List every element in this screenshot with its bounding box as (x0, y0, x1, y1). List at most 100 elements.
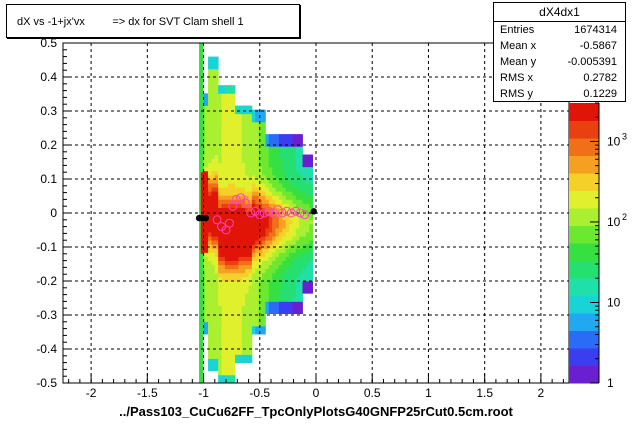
heatmap-cell (268, 150, 273, 155)
heatmap-cell (235, 256, 239, 261)
heatmap-cell (272, 272, 276, 278)
heatmap-cell (302, 158, 307, 164)
heatmap-cell (238, 309, 243, 315)
heatmap-cell (235, 158, 239, 164)
heatmap-cell (272, 162, 276, 168)
heatmap-cell (309, 281, 314, 286)
heatmap-cell (248, 256, 253, 261)
heatmap-cell (241, 125, 246, 131)
heatmap-cell (235, 154, 239, 159)
heatmap-cell (255, 317, 260, 323)
heatmap-cell (221, 256, 226, 261)
heatmap-cell (245, 281, 249, 286)
heatmap-cell (268, 252, 273, 257)
heatmap-cell (218, 334, 222, 339)
heatmap-cell (228, 85, 233, 90)
heatmap-cell (218, 215, 222, 221)
heatmap-cell (231, 305, 236, 310)
heatmap-cell (295, 264, 300, 270)
heatmap-cell (245, 199, 249, 204)
heatmap-cell (224, 179, 229, 184)
heatmap-cell (299, 264, 303, 270)
heatmap-cell (214, 179, 219, 184)
heatmap-cell (204, 264, 209, 270)
heatmap-cell (289, 248, 293, 253)
heatmap-cell (204, 162, 209, 168)
heatmap-cell (265, 252, 270, 257)
heatmap-cell (204, 309, 209, 315)
heatmap-cell (275, 293, 280, 298)
stats-value: -0.005391 (567, 56, 617, 68)
heatmap-cell (208, 170, 212, 176)
heatmap-cell (292, 256, 297, 261)
heatmap-cell (275, 195, 280, 200)
heatmap-cell (255, 121, 260, 127)
heatmap-cell (221, 272, 226, 278)
heatmap-cell (211, 260, 216, 266)
heatmap-cell (241, 264, 246, 270)
heatmap-cell (302, 223, 307, 229)
profile-point (273, 205, 283, 215)
heatmap-cell (309, 236, 314, 241)
heatmap-cell (309, 223, 314, 229)
heatmap-cell (224, 358, 229, 363)
heatmap-cell (211, 174, 216, 180)
heatmap-cell (241, 305, 246, 310)
colorbar-segment (569, 208, 599, 226)
heatmap-cell (218, 162, 222, 168)
heatmap-cell (235, 358, 239, 363)
heatmap-cell (214, 329, 219, 335)
heatmap-cell (262, 313, 266, 319)
heatmap-cell (255, 321, 260, 327)
heatmap-cell (228, 293, 233, 298)
heatmap-cell (221, 354, 226, 359)
y-tick-label: 0.3 (40, 104, 57, 118)
heatmap-cell (305, 223, 310, 229)
heatmap-cell (211, 223, 216, 229)
stats-label: Mean x (500, 40, 537, 52)
heatmap-cell (221, 370, 226, 376)
heatmap-cell (224, 378, 229, 384)
heatmap-cell (218, 366, 222, 372)
heatmap-cell (258, 293, 263, 298)
stats-value: -0.5867 (579, 40, 617, 52)
heatmap-cell (241, 130, 246, 135)
heatmap-cell (211, 366, 216, 372)
heatmap-cell (275, 166, 280, 172)
heatmap-cell (275, 199, 280, 204)
heatmap-cell (262, 130, 266, 135)
heatmap-cell (214, 313, 219, 319)
heatmap-cell (258, 121, 263, 127)
heatmap-cell (231, 268, 236, 274)
heatmap-cell (218, 150, 222, 155)
heatmap-cell (258, 285, 263, 290)
heatmap-cell (292, 134, 297, 139)
heatmap-cell (292, 219, 297, 225)
heatmap-cell (258, 207, 263, 213)
heatmap-cell (292, 162, 297, 168)
heatmap-cell (208, 248, 212, 253)
heatmap-cell (255, 268, 260, 274)
heatmap-cell (289, 219, 293, 225)
heatmap-cell (282, 272, 287, 278)
heatmap-cell (289, 174, 293, 180)
heatmap-cell (282, 276, 287, 282)
heatmap-cell (289, 264, 293, 270)
heatmap-cell (245, 195, 249, 200)
heatmap-cell (204, 317, 209, 323)
colorbar-segment (569, 278, 599, 296)
heatmap-cell (221, 121, 226, 127)
heatmap-cell (218, 358, 222, 363)
heatmap-cell (262, 134, 266, 139)
heatmap-cell (265, 232, 270, 237)
heatmap-cell (265, 236, 270, 241)
heatmap-cell (238, 317, 243, 323)
heatmap-cell (235, 244, 239, 249)
heatmap-cell (238, 183, 243, 188)
heatmap-cell (245, 338, 249, 343)
heatmap-cell (251, 113, 256, 119)
heatmap-cell (218, 138, 222, 143)
heatmap-cell (258, 150, 263, 155)
heatmap-cell (289, 183, 293, 188)
heatmap-cell (265, 174, 270, 180)
